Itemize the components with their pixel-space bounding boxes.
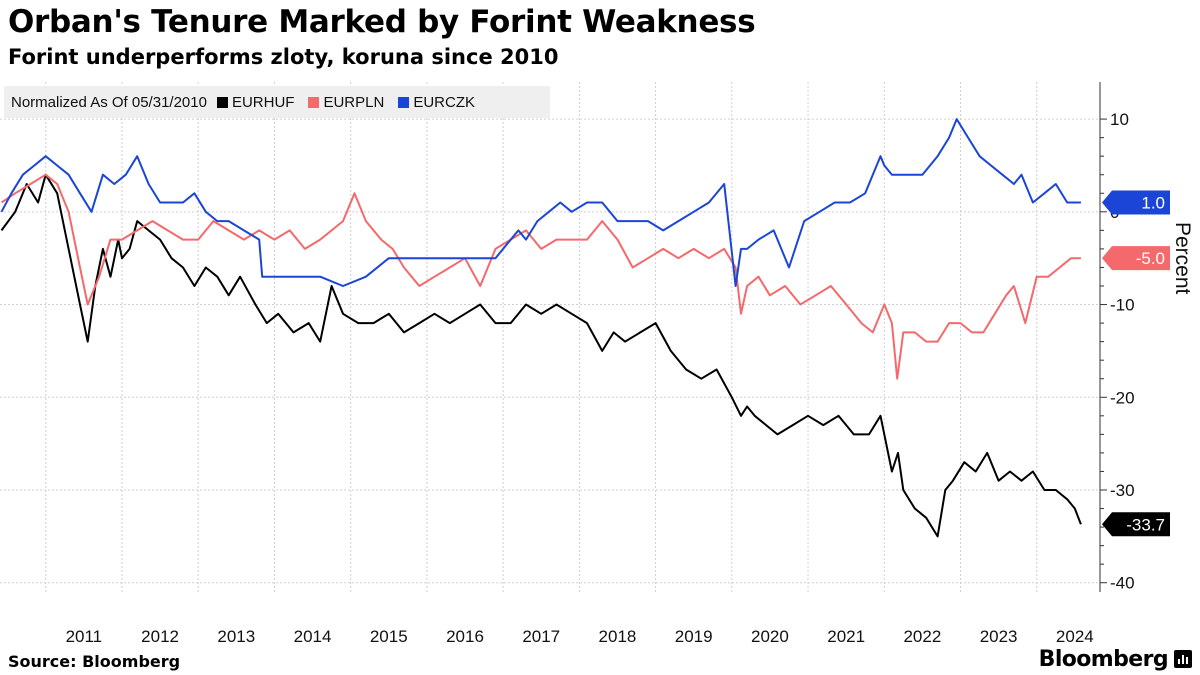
- legend-label-eurhuf: EURHUF: [231, 93, 295, 111]
- legend-item-eurpln: EURPLN: [308, 94, 384, 111]
- last-value-label-eurpln: -5.0: [1136, 249, 1165, 268]
- x-tick-label: 2017: [522, 627, 560, 646]
- y-axis-label: Percent: [1171, 222, 1194, 295]
- legend-label-eurpln: EURPLN: [323, 93, 385, 111]
- x-tick-label: 2022: [903, 627, 941, 646]
- last-value-tag-eurhuf: [1102, 512, 1170, 537]
- terminal-icon: [1174, 650, 1192, 668]
- y-tick-label: 10: [1110, 110, 1129, 129]
- legend-swatch-eurpln: [308, 96, 320, 108]
- last-value-label-eurczk: 1.0: [1141, 194, 1165, 213]
- legend-swatch-eurhuf: [216, 96, 228, 108]
- y-tick-label: -40: [1110, 574, 1135, 593]
- x-tick-label: 2016: [446, 627, 484, 646]
- legend-label-eurczk: EURCZK: [413, 93, 475, 111]
- last-value-label-eurhuf: -33.7: [1126, 515, 1165, 534]
- x-tick-label: 2012: [141, 627, 179, 646]
- y-tick-label: -20: [1110, 388, 1135, 407]
- x-tick-label: 2015: [370, 627, 408, 646]
- legend-item-eurczk: EURCZK: [398, 94, 475, 111]
- brand-logo: Bloomberg: [1038, 647, 1169, 672]
- source-note: Source: Bloomberg: [8, 652, 181, 671]
- legend: Normalized As Of 05/31/2010 EURHUF EURPL…: [4, 86, 550, 118]
- x-tick-label: 2014: [294, 627, 332, 646]
- legend-swatch-eurczk: [398, 96, 410, 108]
- x-tick-label: 2021: [827, 627, 865, 646]
- x-tick-label: 2023: [980, 627, 1018, 646]
- series-line-eurpln: [0, 173, 1081, 380]
- series-line-eurczk: [0, 118, 1081, 287]
- series-line-eurhuf: [0, 173, 1082, 538]
- x-tick-label: 2024: [1056, 627, 1094, 646]
- chart-subtitle: Forint underperforms zloty, koruna since…: [8, 45, 559, 69]
- x-tick-label: 2019: [675, 627, 713, 646]
- x-tick-label: 2011: [66, 627, 103, 646]
- chart-title: Orban's Tenure Marked by Forint Weakness: [8, 4, 756, 40]
- y-tick-label: -10: [1110, 296, 1135, 315]
- last-value-tag-eurczk: [1102, 190, 1170, 215]
- x-tick-label: 2018: [599, 627, 637, 646]
- x-tick-label: 2013: [217, 627, 255, 646]
- legend-title: Normalized As Of 05/31/2010: [11, 93, 207, 111]
- y-tick-label: -30: [1110, 481, 1135, 500]
- legend-item-eurhuf: EURHUF: [216, 93, 295, 111]
- x-tick-label: 2020: [751, 627, 789, 646]
- last-value-tag-eurpln: [1102, 246, 1170, 271]
